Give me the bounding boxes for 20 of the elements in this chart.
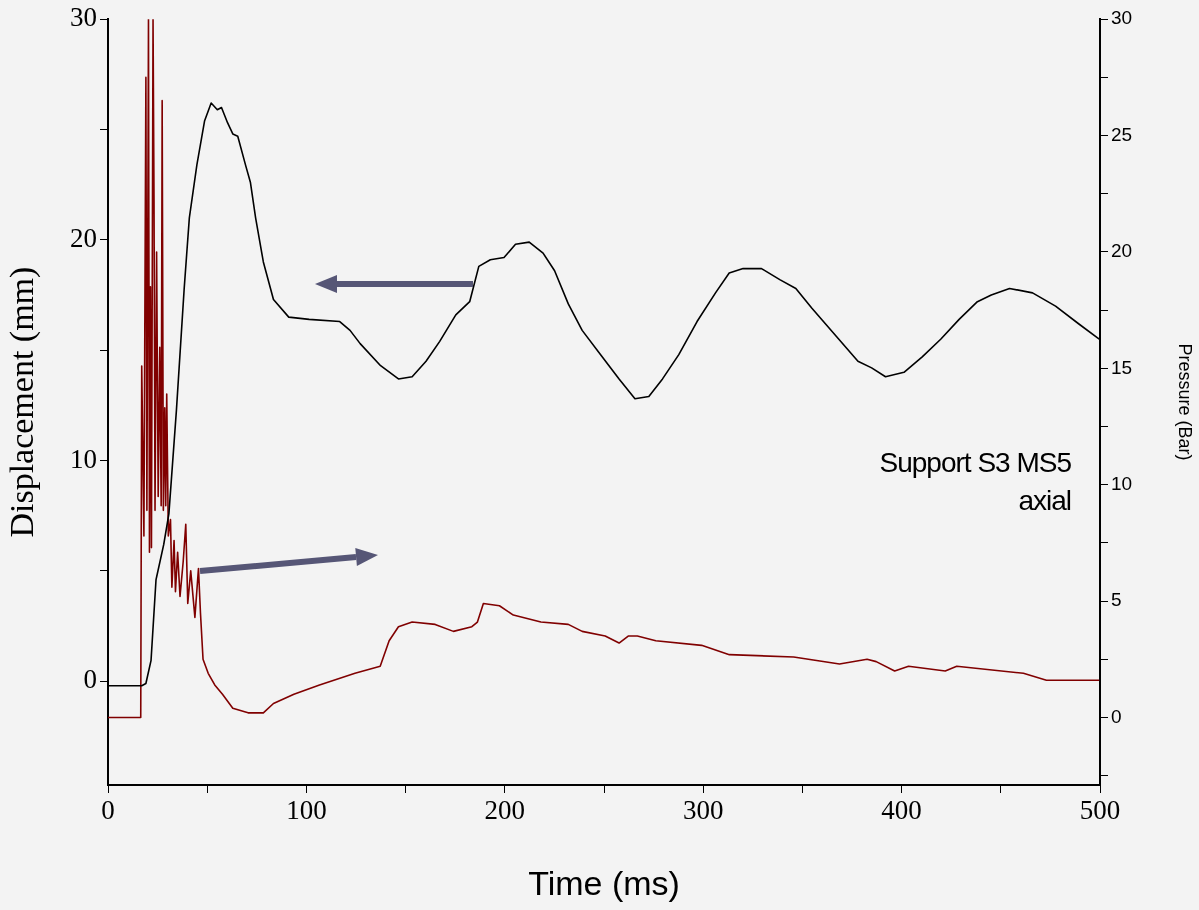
y2-tick-label: 30: [1111, 7, 1133, 29]
x-tick-label: 100: [286, 795, 327, 826]
annotation: Support S3 MS5 axial: [879, 446, 1071, 518]
y-tick-label: 0: [83, 664, 97, 695]
y2-tick-label: 20: [1111, 240, 1133, 262]
x-axis-title: Time (ms): [528, 863, 680, 902]
y2-tick-label: 5: [1111, 589, 1122, 611]
y-axis-title: Displacement (mm): [3, 266, 42, 538]
y-tick-label: 30: [70, 2, 97, 33]
x-tick-label: 500: [1079, 795, 1121, 826]
y-tick-label: 10: [70, 443, 97, 474]
y2-tick-label: 10: [1111, 472, 1133, 494]
x-tick-label: 300: [682, 795, 724, 826]
y2-tick-label: 25: [1111, 123, 1133, 145]
y2-tick-label: 0: [1111, 705, 1122, 727]
y2-axis-title: Pressure (Bar): [1175, 343, 1196, 461]
y-tick-label: 20: [70, 222, 97, 253]
x-tick-label: 400: [881, 795, 922, 826]
y2-tick-label: 15: [1111, 356, 1133, 378]
x-tick-label: 200: [484, 795, 526, 826]
